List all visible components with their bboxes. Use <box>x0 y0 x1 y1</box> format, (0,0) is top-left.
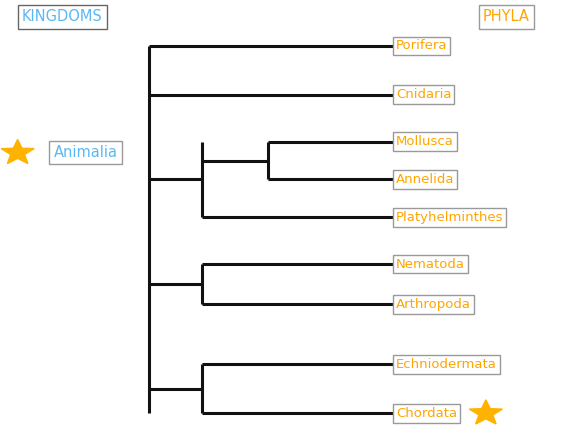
Text: Echniodermata: Echniodermata <box>396 358 497 371</box>
Text: Cnidaria: Cnidaria <box>396 88 451 101</box>
Text: Platyhelminthes: Platyhelminthes <box>396 211 504 224</box>
Text: Arthropoda: Arthropoda <box>396 297 471 310</box>
Polygon shape <box>1 139 34 164</box>
Text: Nematoda: Nematoda <box>396 258 465 271</box>
Text: Annelida: Annelida <box>396 173 454 186</box>
Text: Animalia: Animalia <box>54 145 118 160</box>
Polygon shape <box>469 400 503 424</box>
Text: Porifera: Porifera <box>396 39 447 52</box>
Text: KINGDOMS: KINGDOMS <box>22 9 103 25</box>
Text: Chordata: Chordata <box>396 407 457 420</box>
Text: Mollusca: Mollusca <box>396 135 454 148</box>
Text: PHYLA: PHYLA <box>483 9 529 25</box>
